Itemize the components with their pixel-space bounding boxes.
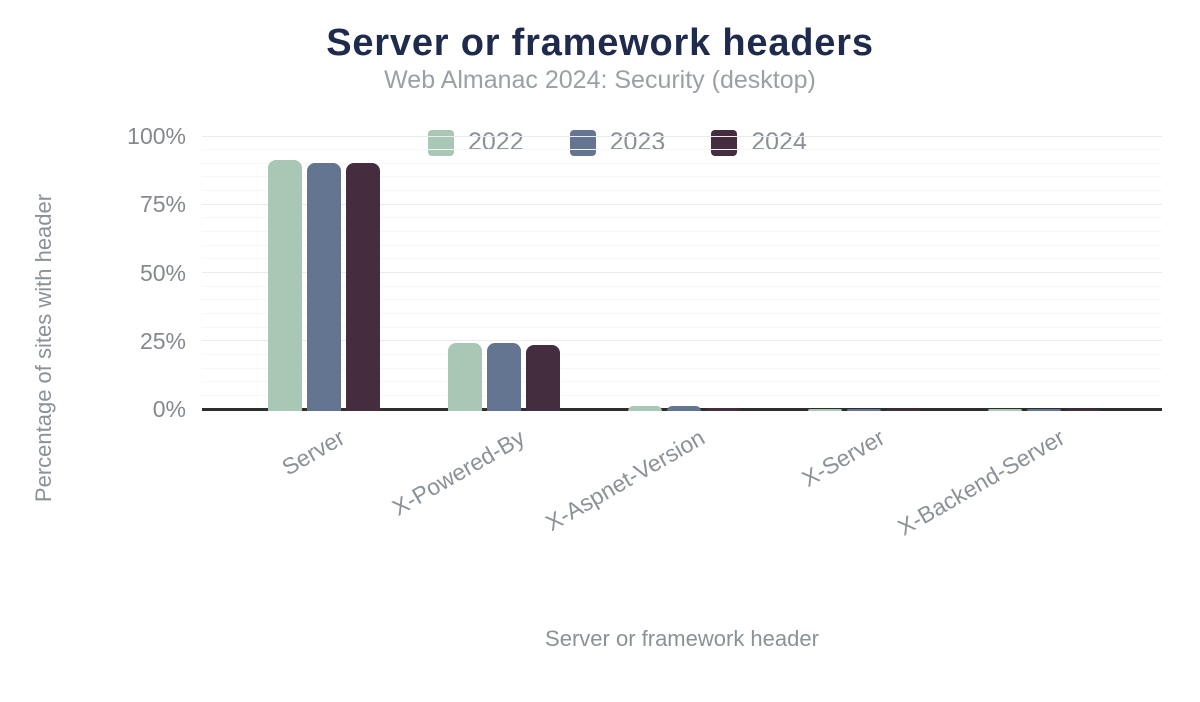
plot-area [202,135,1162,411]
legend-label: 2024 [751,128,807,156]
y-tick-label: 0% [152,396,186,422]
y-tick-label: 75% [139,191,186,218]
gridline-minor [202,353,1162,355]
legend: 2022 2023 2024 [428,128,807,157]
gridline-minor [202,326,1162,328]
gridline-minor [202,394,1162,396]
gridline-major [202,203,1162,205]
gridline-major [202,272,1162,273]
legend-swatch-2024 [711,129,738,156]
x-axis-title: Server or framework header [545,626,819,651]
legend-label: 2022 [468,128,524,156]
bar-server-2024 [346,162,380,411]
gridline-minor [202,162,1162,164]
legend-item-2023: 2023 [569,128,666,157]
chart-subtitle: Web Almanac 2024: Security (desktop) [384,66,816,94]
gridline-minor [202,149,1162,151]
bar-x-powered-by-2024 [526,345,560,411]
gridline-minor [202,231,1162,233]
gridline-minor [202,299,1162,301]
bar-server-2023 [307,162,341,411]
legend-swatch-2022 [428,129,454,156]
y-tick-label: 25% [139,327,186,354]
gridline-major [202,340,1162,342]
gridline-minor [202,176,1162,178]
y-tick-label: 50% [139,259,186,286]
y-axis-title-text: Percentage of sites with header [31,193,56,503]
y-tick-label: 100% [127,123,186,149]
gridline-minor [202,244,1162,246]
bar-x-backend-server-2022 [988,408,1022,411]
bar-x-server-2022 [808,408,842,411]
bar-x-powered-by-2023 [487,342,521,411]
legend-swatch-2023 [569,129,596,156]
legend-label: 2023 [609,128,666,156]
bar-x-server-2023 [847,408,881,411]
bar-x-aspnet-version-2024 [706,408,740,411]
bar-x-aspnet-version-2023 [667,405,701,411]
gridline-minor [202,312,1162,314]
chart-title: Server or framework headers [326,22,874,64]
bar-server-2022 [268,159,302,411]
legend-item-2024: 2024 [711,128,807,157]
legend-item-2022: 2022 [428,128,524,157]
bar-x-backend-server-2023 [1027,408,1061,411]
gridline-minor [202,258,1162,260]
gridline-minor [202,217,1162,219]
bar-x-aspnet-version-2022 [628,405,662,411]
bar-x-server-2024 [886,408,920,411]
gridline-minor [202,381,1162,383]
gridline-minor [202,190,1162,192]
gridline-minor [202,367,1162,369]
bar-x-backend-server-2024 [1066,408,1100,411]
gridline-minor [202,285,1162,287]
gridline-major [202,135,1162,137]
bar-x-powered-by-2022 [448,342,482,411]
